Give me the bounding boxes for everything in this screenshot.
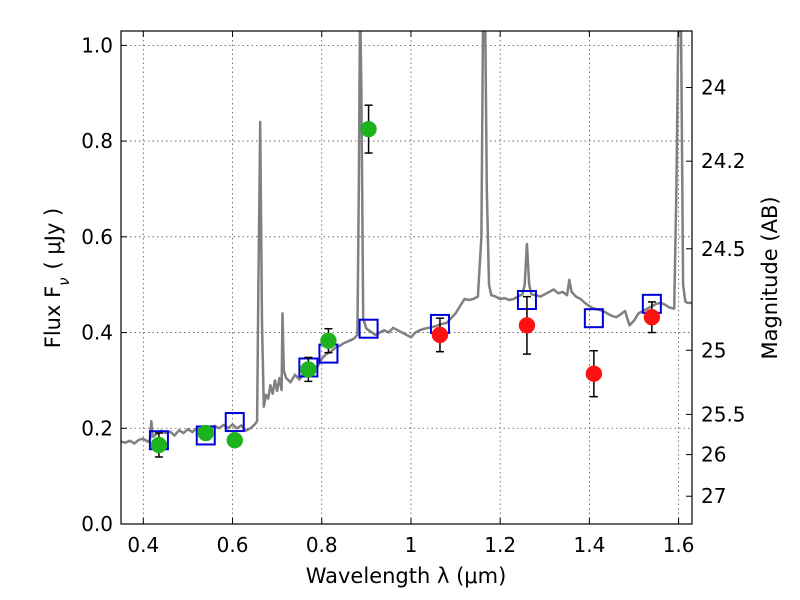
x-tick-label: 0.4 bbox=[127, 533, 159, 557]
magnitude-tick-label: 24 bbox=[701, 75, 726, 99]
data-point-green bbox=[150, 436, 168, 454]
y-tick-label: 0.6 bbox=[81, 225, 113, 249]
magnitude-tick-label: 24.5 bbox=[701, 237, 746, 261]
plot-frame bbox=[120, 30, 693, 525]
x-tick-label: 0.8 bbox=[306, 533, 338, 557]
y-axis-label-subscript: ν bbox=[55, 277, 73, 285]
x-axis-label: Wavelength λ (μm) bbox=[306, 564, 507, 588]
data-point-green bbox=[320, 332, 337, 349]
magnitude-tick-label: 25.5 bbox=[701, 402, 746, 426]
y-axis-label: Flux Fν ( μJy ) bbox=[41, 208, 73, 349]
magnitude-tick-label: 27 bbox=[701, 484, 726, 508]
data-point-green bbox=[197, 424, 215, 442]
observed-photometry-layer bbox=[150, 104, 661, 458]
data-point-green bbox=[300, 361, 317, 378]
data-point-green bbox=[360, 120, 377, 138]
magnitude-tick-label: 24.2 bbox=[701, 149, 746, 173]
x-tick-label: 1.4 bbox=[573, 533, 605, 557]
model-photometry-box bbox=[224, 412, 245, 433]
y-axis-ticks: 0.0 0.2 0.4 0.6 0.8 1.0 bbox=[81, 33, 127, 536]
data-point-red bbox=[585, 365, 603, 382]
y-tick-label: 0.0 bbox=[81, 512, 113, 536]
y-tick-label: 1.0 bbox=[81, 33, 113, 57]
x-tick-label: 1.2 bbox=[484, 533, 516, 557]
y-axis-label-unit: ( μJy ) bbox=[41, 208, 65, 270]
y-tick-label: 0.8 bbox=[81, 129, 113, 153]
model-photometry-box bbox=[358, 318, 379, 339]
y-tick-label: 0.4 bbox=[81, 321, 113, 345]
y-axis-label-text: Flux F bbox=[41, 286, 65, 348]
data-point-green bbox=[226, 431, 244, 449]
x-tick-label: 1 bbox=[405, 533, 418, 557]
magnitude-tick-label: 26 bbox=[701, 443, 726, 467]
data-point-red bbox=[431, 326, 449, 344]
magnitude-axis-label: Magnitude (AB) bbox=[758, 196, 782, 359]
data-point-red bbox=[643, 308, 661, 326]
y-tick-label: 0.2 bbox=[81, 416, 113, 440]
magnitude-axis-ticks: 24 24.2 24.5 25 25.5 26 27 bbox=[686, 75, 746, 508]
x-tick-label: 1.6 bbox=[663, 533, 695, 557]
model-photometry-box bbox=[583, 308, 604, 329]
x-tick-label: 0.6 bbox=[217, 533, 249, 557]
x-axis-ticks: 0.4 0.6 0.8 1 1.2 1.4 1.6 bbox=[127, 31, 695, 557]
data-point-red bbox=[518, 317, 536, 334]
magnitude-tick-label: 25 bbox=[701, 338, 726, 362]
